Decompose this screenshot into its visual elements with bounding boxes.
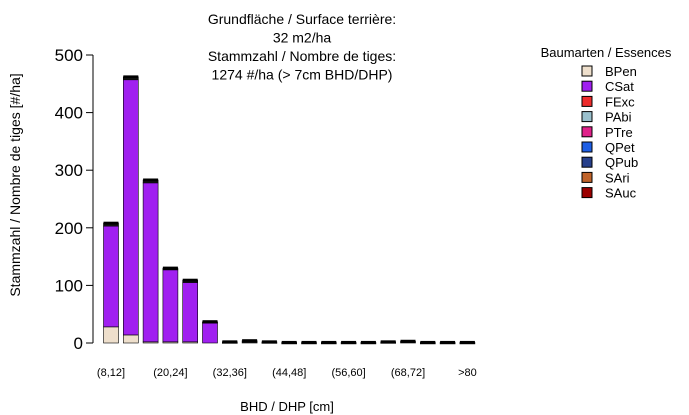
bar-cap-18 (459, 340, 475, 344)
bars (103, 75, 476, 345)
bar-cap-7 (242, 339, 258, 343)
x-tick-label-18: >80 (458, 367, 477, 379)
bar-cap-13 (360, 340, 376, 344)
bar-CSat-5 (202, 321, 218, 344)
bar-cap-12 (341, 340, 357, 344)
bar-CSat-3 (162, 269, 179, 343)
legend: Baumarten / Essences BPenCSatFExcPAbiPTre… (541, 45, 672, 201)
legend-label-SAuc: SAuc (605, 186, 637, 201)
bar-cap-0 (103, 221, 119, 225)
x-tick-label-0: (8,12] (97, 367, 125, 379)
bar-BPen-0 (103, 326, 119, 344)
legend-swatch-CSat (581, 80, 593, 92)
legend-swatch-BPen (581, 65, 593, 77)
bar-cap-17 (440, 340, 456, 344)
legend-label-PAbi: PAbi (605, 110, 632, 125)
x-axis: (8,12] (20,24] (32,36] (44,48] (56,60] (68,72… (97, 367, 477, 414)
y-axis: 0 100 200 300 400 500 Stammzahl / Nombre de ti… (7, 46, 94, 353)
bar-cap-11 (321, 340, 337, 344)
y-tick-label-200: 200 (55, 219, 83, 238)
legend-label-PTre: PTre (605, 125, 633, 140)
bar-CSat-1 (123, 79, 139, 336)
legend-swatch-QPub (581, 156, 593, 168)
bar-cap-8 (261, 340, 277, 344)
y-tick-label-400: 400 (55, 104, 83, 123)
legend-swatch-FExc (581, 95, 593, 107)
y-tick-label-300: 300 (55, 161, 83, 180)
legend-label-BPen: BPen (605, 64, 637, 79)
title-line-3: Stammzahl / Nombre de tiges: (208, 48, 396, 64)
y-tick-label-100: 100 (55, 276, 83, 295)
x-tick-label-6: (32,36] (213, 367, 247, 379)
legend-swatch-SAuc (581, 187, 593, 199)
x-tick-label-3: (20,24] (153, 367, 187, 379)
y-axis-label: Stammzahl / Nombre de tiges [#/ha] (7, 73, 23, 296)
legend-swatch-QPet (581, 141, 593, 153)
y-tick-label-0: 0 (74, 334, 83, 353)
bar-cap-4 (182, 278, 198, 282)
legend-label-FExc: FExc (605, 94, 635, 109)
bar-cap-15 (400, 339, 416, 343)
legend-swatch-SAri (581, 171, 593, 183)
chart-title: Grundfläche / Surface terrière: 32 m2/ha S… (208, 11, 396, 83)
bar-cap-5 (202, 320, 218, 324)
bar-cap-2 (143, 178, 159, 182)
x-tick-label-12: (56,60] (331, 367, 365, 379)
bar-cap-3 (162, 266, 178, 270)
x-tick-label-15: (68,72] (391, 367, 425, 379)
bar-CSat-0 (103, 225, 119, 328)
title-line-2: 32 m2/ha (273, 30, 332, 46)
bar-CSat-2 (142, 182, 159, 343)
legend-label-QPub: QPub (605, 155, 638, 170)
title-line-1: Grundfläche / Surface terrière: (208, 11, 396, 27)
x-tick-label-9: (44,48] (272, 367, 306, 379)
bar-cap-10 (301, 340, 317, 344)
bar-cap-16 (420, 340, 436, 344)
x-axis-label: BHD / DHP [cm] (240, 399, 334, 414)
bar-cap-1 (123, 75, 139, 79)
legend-label-CSat: CSat (605, 79, 634, 94)
bar-BPen-1 (123, 334, 139, 344)
bar-cap-14 (380, 340, 396, 344)
legend-label-SAri: SAri (605, 170, 630, 185)
bar-cap-9 (281, 340, 297, 344)
legend-label-QPet: QPet (605, 140, 635, 155)
bar-CSat-4 (182, 282, 198, 343)
bar-cap-6 (222, 340, 238, 344)
legend-swatch-PTre (581, 126, 593, 138)
legend-swatch-PAbi (581, 111, 593, 123)
title-line-4: 1274 #/ha (> 7cm BHD/DHP) (212, 67, 393, 83)
legend-title: Baumarten / Essences (541, 45, 672, 60)
y-tick-label-500: 500 (55, 46, 83, 65)
